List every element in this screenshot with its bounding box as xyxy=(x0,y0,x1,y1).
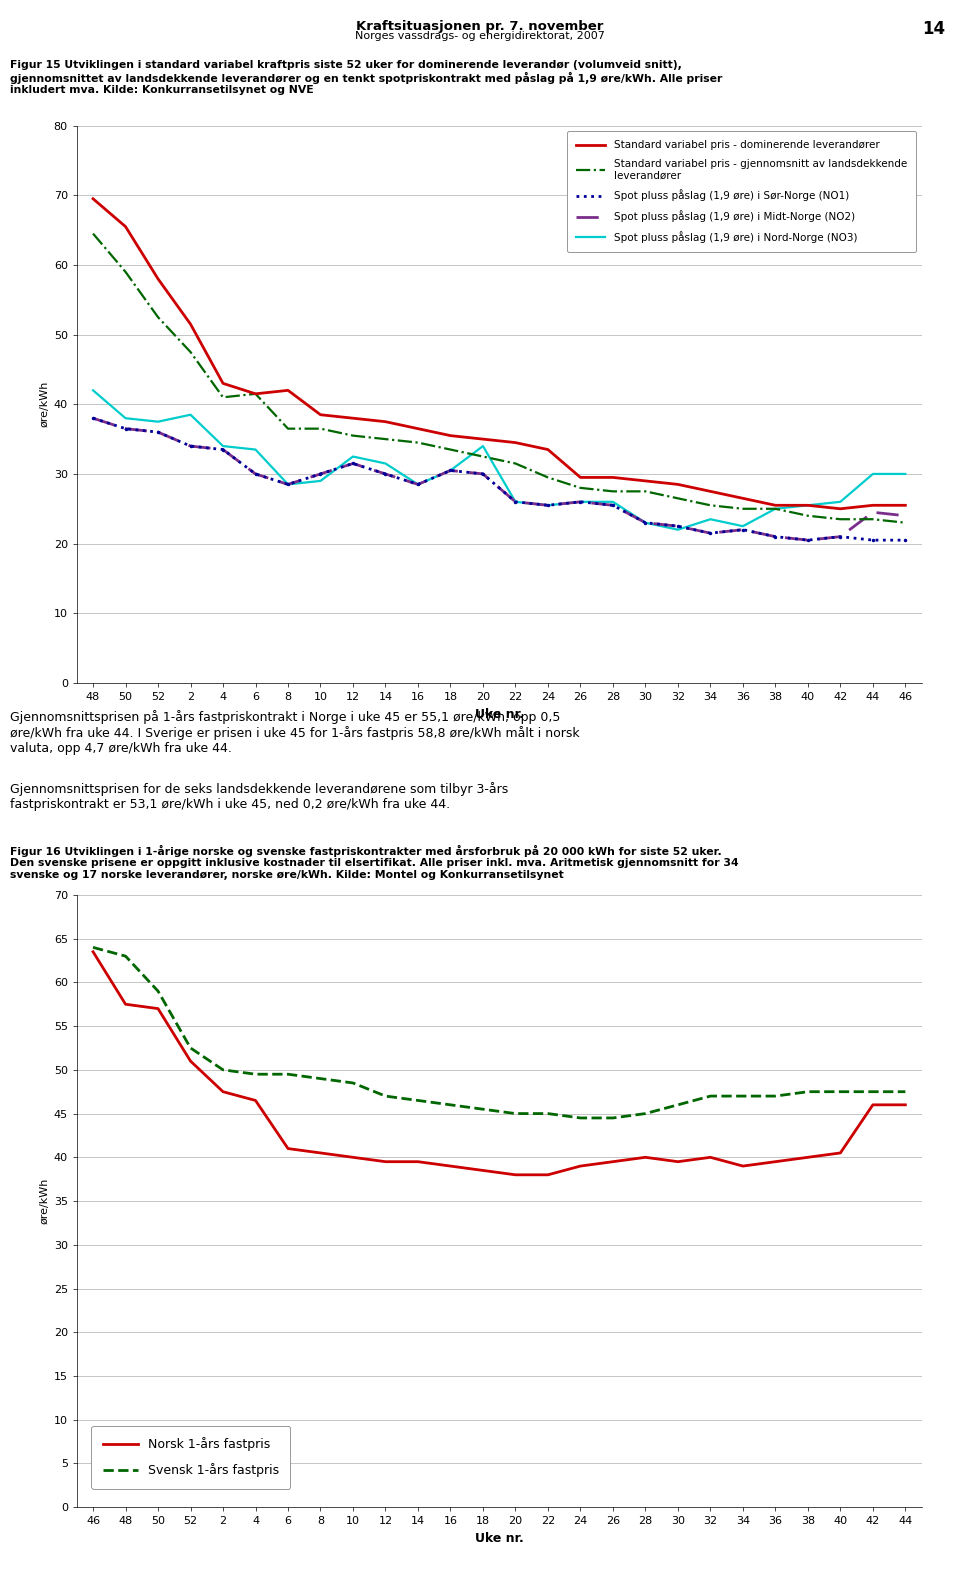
Text: Kraftsituasjonen pr. 7. november: Kraftsituasjonen pr. 7. november xyxy=(356,20,604,33)
Y-axis label: øre/kWh: øre/kWh xyxy=(39,382,50,427)
X-axis label: Uke nr.: Uke nr. xyxy=(475,708,523,721)
Text: Figur 16 Utviklingen i 1-årige norske og svenske fastpriskontrakter med årsforbr: Figur 16 Utviklingen i 1-årige norske og… xyxy=(10,845,738,879)
Y-axis label: øre/kWh: øre/kWh xyxy=(39,1178,50,1225)
Text: Figur 15 Utviklingen i standard variabel kraftpris siste 52 uker for dominerende: Figur 15 Utviklingen i standard variabel… xyxy=(10,60,722,96)
Legend: Standard variabel pris - dominerende leverandører, Standard variabel pris - gjen: Standard variabel pris - dominerende lev… xyxy=(567,130,917,253)
Text: 14: 14 xyxy=(923,20,946,38)
Text: Norges vassdrags- og energidirektorat, 2007: Norges vassdrags- og energidirektorat, 2… xyxy=(355,31,605,41)
Text: Gjennomsnittsprisen for de seks landsdekkende leverandørene som tilbyr 3-års
fas: Gjennomsnittsprisen for de seks landsdek… xyxy=(10,782,508,810)
Text: Gjennomsnittsprisen på 1-års fastpriskontrakt i Norge i uke 45 er 55,1 øre/kWh, : Gjennomsnittsprisen på 1-års fastpriskon… xyxy=(10,710,579,755)
X-axis label: Uke nr.: Uke nr. xyxy=(475,1532,523,1545)
Legend: Norsk 1-års fastpris, Svensk 1-års fastpris: Norsk 1-års fastpris, Svensk 1-års fastp… xyxy=(91,1426,290,1488)
